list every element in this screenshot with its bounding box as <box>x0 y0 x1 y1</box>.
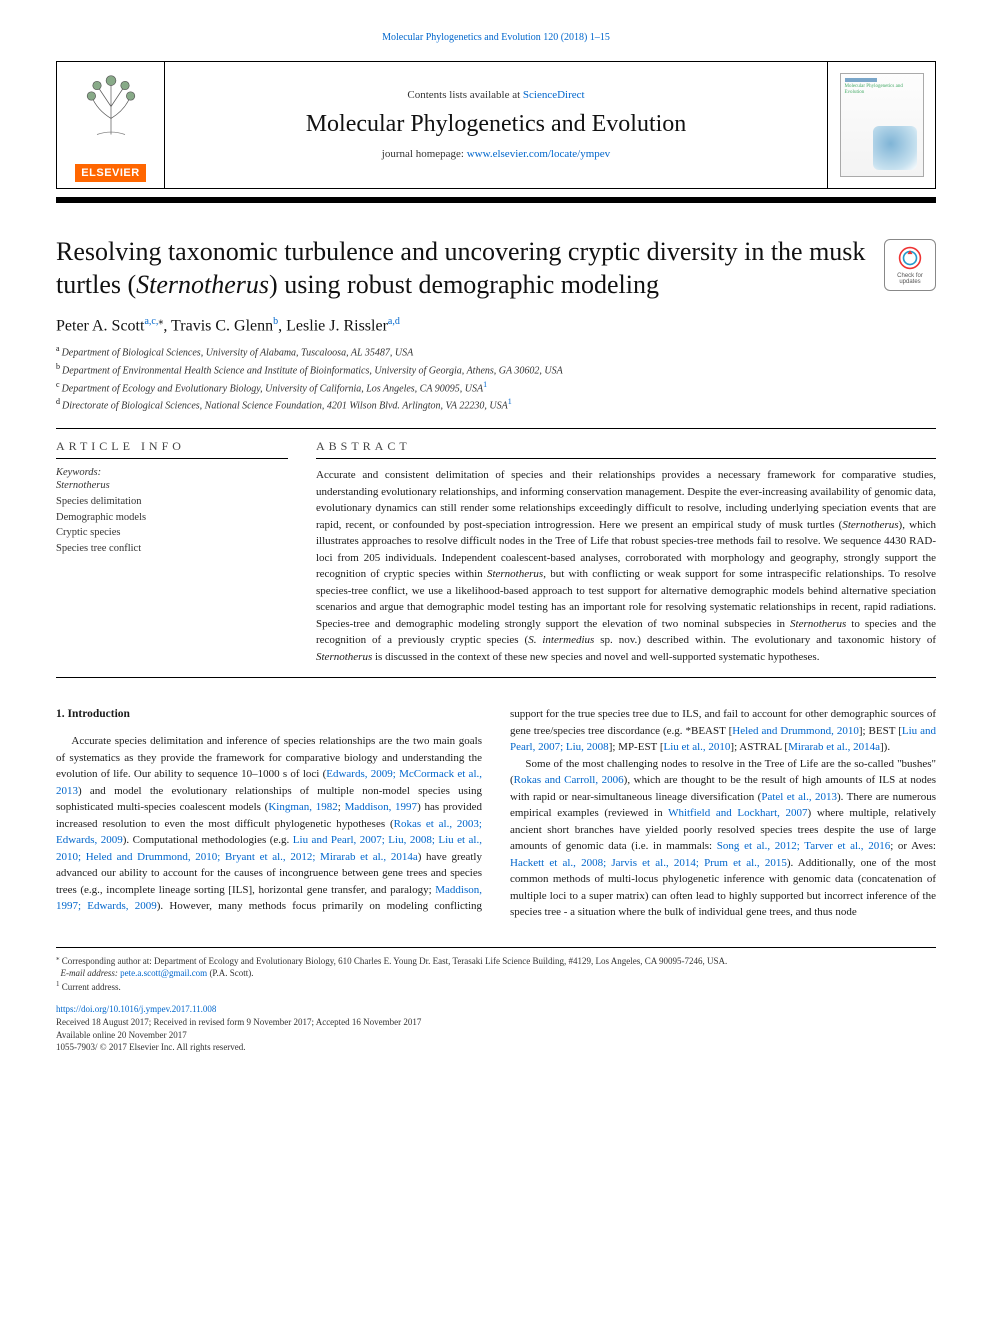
article-info-heading: ARTICLE INFO <box>56 439 288 454</box>
copyright-line: 1055-7903/ © 2017 Elsevier Inc. All righ… <box>56 1041 936 1054</box>
body-text: 1. Introduction Accurate species delimit… <box>56 706 936 921</box>
authors-line: Peter A. Scotta,c,⁎, Travis C. Glennb, L… <box>56 316 936 335</box>
author-3-affil-sup[interactable]: a,d <box>388 316 400 327</box>
post-abstract-rule <box>56 677 936 678</box>
cite-kingman-1982[interactable]: Kingman, 1982 <box>268 801 337 813</box>
journal-cover-thumb: Molecular Phylogenetics and Evolution <box>840 73 924 177</box>
keyword-2: Demographic models <box>56 512 146 523</box>
affiliation-d: Directorate of Biological Sciences, Nati… <box>62 401 508 412</box>
article-footer: https://doi.org/10.1016/j.ympev.2017.11.… <box>56 1003 936 1053</box>
abstract-text: Accurate and consistent delimitation of … <box>316 467 936 665</box>
cite-hackett-jarvis-prum[interactable]: Hackett et al., 2008; Jarvis et al., 201… <box>510 857 787 869</box>
updates-icon <box>897 245 923 271</box>
cite-liu-2010[interactable]: Liu et al., 2010 <box>664 741 731 753</box>
running-header-link[interactable]: Molecular Phylogenetics and Evolution 12… <box>382 32 610 43</box>
keywords-list: Sternotherus Species delimitation Demogr… <box>56 478 288 557</box>
author-1-affil-sup[interactable]: a,c, <box>144 316 158 327</box>
journal-banner: ELSEVIER Contents lists available at Sci… <box>56 61 936 189</box>
running-header: Molecular Phylogenetics and Evolution 12… <box>56 32 936 43</box>
affiliation-b: Department of Environmental Health Scien… <box>62 365 563 376</box>
cite-whitfield-lockhart-2007[interactable]: Whitfield and Lockhart, 2007 <box>668 807 807 819</box>
cite-maddison-1997[interactable]: Maddison, 1997 <box>345 801 418 813</box>
email-footnote: E-mail address: pete.a.scott@gmail.com (… <box>56 967 936 980</box>
journal-title: Molecular Phylogenetics and Evolution <box>306 111 687 138</box>
journal-homepage-line: journal homepage: www.elsevier.com/locat… <box>382 148 610 160</box>
affil-c-footmark[interactable]: 1 <box>483 380 487 389</box>
author-1: Peter A. Scott <box>56 317 144 334</box>
article-title: Resolving taxonomic turbulence and uncov… <box>56 235 868 302</box>
cite-rokas-carroll-2006[interactable]: Rokas and Carroll, 2006 <box>514 774 624 786</box>
keyword-0: Sternotherus <box>56 480 110 491</box>
section-1-heading: 1. Introduction <box>56 706 482 723</box>
banner-center: Contents lists available at ScienceDirec… <box>165 62 827 188</box>
affiliation-c: Department of Ecology and Evolutionary B… <box>62 383 484 394</box>
journal-homepage-link[interactable]: www.elsevier.com/locate/ympev <box>467 148 610 160</box>
affil-d-footmark[interactable]: 1 <box>508 397 512 406</box>
journal-cover-cell: Molecular Phylogenetics and Evolution <box>827 62 935 188</box>
keywords-label: Keywords: <box>56 467 288 478</box>
abstract-column: ABSTRACT Accurate and consistent delimit… <box>316 439 936 665</box>
contents-lists-line: Contents lists available at ScienceDirec… <box>407 89 584 101</box>
author-3: Leslie J. Rissler <box>286 317 388 334</box>
affiliation-a: Department of Biological Sciences, Unive… <box>62 347 414 358</box>
article-history: Received 18 August 2017; Received in rev… <box>56 1016 936 1029</box>
elsevier-tree-icon <box>76 68 146 138</box>
keyword-1: Species delimitation <box>56 496 141 507</box>
footnotes: ⁎ Corresponding author at: Department of… <box>56 947 936 994</box>
keyword-3: Cryptic species <box>56 527 120 538</box>
sciencedirect-link[interactable]: ScienceDirect <box>523 89 585 101</box>
cite-patel-2013[interactable]: Patel et al., 2013 <box>761 791 837 803</box>
check-for-updates-badge[interactable]: Check for updates <box>884 239 936 291</box>
current-address-footnote: 1 Current address. <box>56 980 936 994</box>
banner-bottom-rule <box>56 197 936 203</box>
author-2: Travis C. Glenn <box>171 317 273 334</box>
pre-info-rule <box>56 428 936 429</box>
corresponding-author-footnote: ⁎ Corresponding author at: Department of… <box>56 954 936 968</box>
article-info-column: ARTICLE INFO Keywords: Sternotherus Spec… <box>56 439 288 665</box>
publisher-logo-cell: ELSEVIER <box>57 62 165 188</box>
affiliations: aDepartment of Biological Sciences, Univ… <box>56 343 936 414</box>
corresponding-email-link[interactable]: pete.a.scott@gmail.com <box>120 968 207 978</box>
elsevier-wordmark: ELSEVIER <box>75 164 145 182</box>
body-para-2: Some of the most challenging nodes to re… <box>510 756 936 921</box>
available-online: Available online 20 November 2017 <box>56 1029 936 1042</box>
doi-link[interactable]: https://doi.org/10.1016/j.ympev.2017.11.… <box>56 1004 216 1014</box>
author-2-affil-sup[interactable]: b <box>273 316 278 327</box>
cite-heled-drummond-2010[interactable]: Heled and Drummond, 2010 <box>732 725 859 737</box>
keyword-4: Species tree conflict <box>56 543 141 554</box>
cite-song-tarver[interactable]: Song et al., 2012; Tarver et al., 2016 <box>717 840 890 852</box>
abstract-heading: ABSTRACT <box>316 439 936 454</box>
author-1-corr-sup[interactable]: ⁎ <box>158 316 163 327</box>
cite-mirarab-2014a[interactable]: Mirarab et al., 2014a <box>788 741 880 753</box>
